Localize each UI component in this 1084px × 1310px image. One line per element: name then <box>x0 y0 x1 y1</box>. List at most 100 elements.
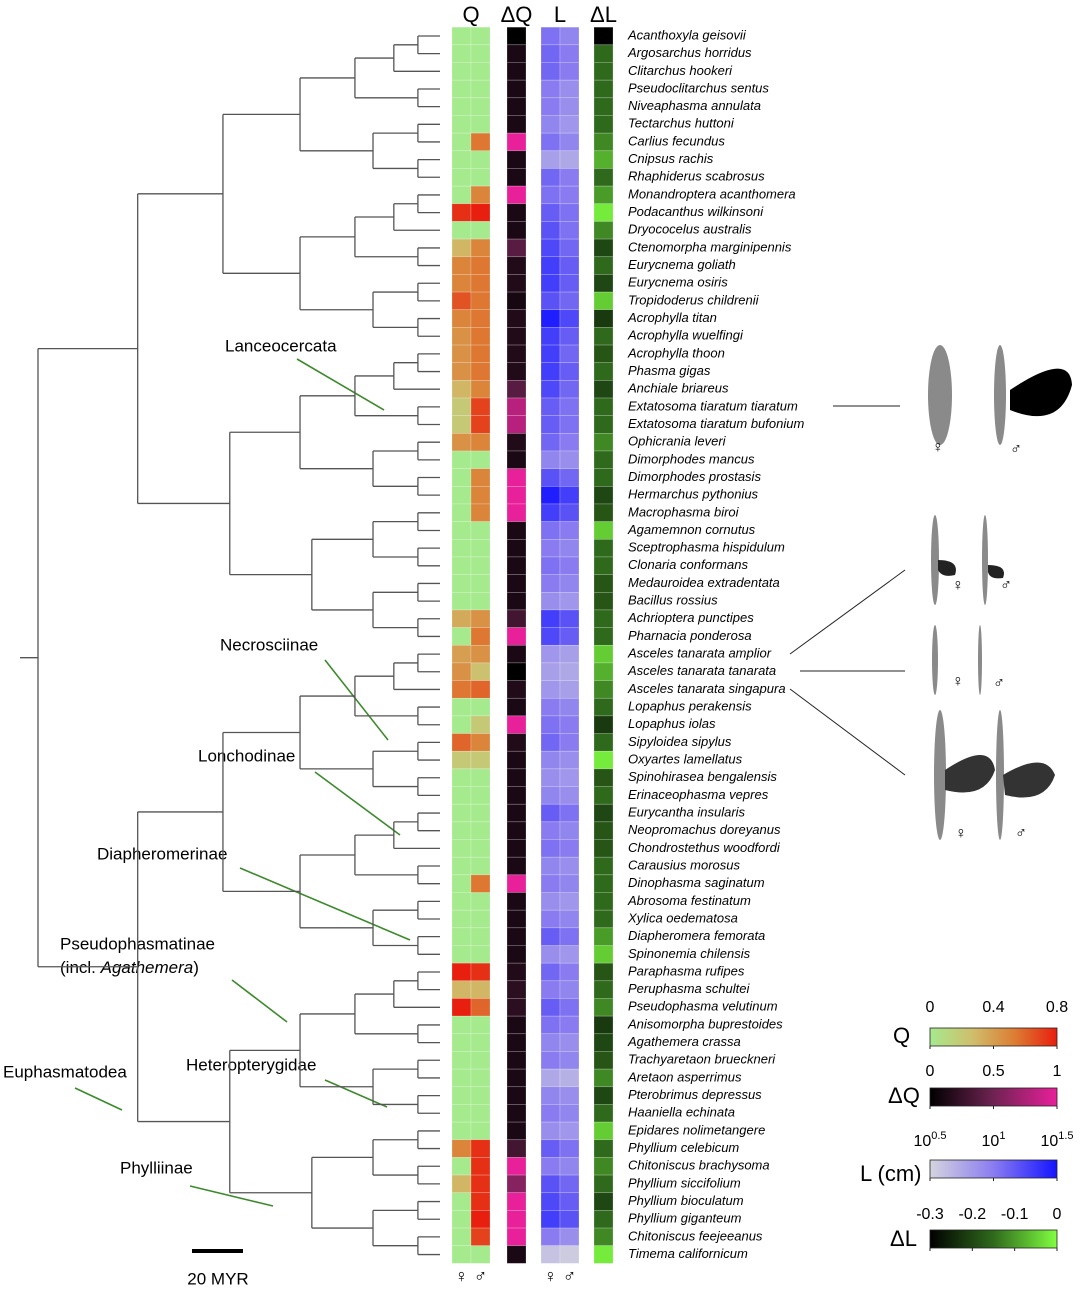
heat-cell <box>540 768 561 787</box>
heat-cell <box>451 26 472 46</box>
species-label: Dimorphodes prostasis <box>628 469 761 484</box>
color-bar <box>929 1229 1058 1249</box>
heat-cell <box>470 362 491 381</box>
heat-cell <box>559 980 580 999</box>
heat-cell <box>506 662 527 681</box>
heat-cell <box>593 1245 614 1264</box>
heat-cell <box>559 327 580 346</box>
heat-cell <box>470 221 491 240</box>
heat-cell <box>506 1121 527 1141</box>
clade-pointer <box>239 867 411 941</box>
insect <box>928 345 952 445</box>
heat-cell <box>593 591 614 611</box>
heat-cell <box>451 433 472 452</box>
heat-cell <box>559 168 580 187</box>
heat-cell <box>559 627 580 646</box>
species-label: Phyllium celebicum <box>628 1140 739 1155</box>
heat-cell <box>470 238 491 258</box>
clade-label: Necrosciinae <box>220 635 318 654</box>
heat-cell <box>559 1192 580 1211</box>
clade-label: Lanceocercata <box>225 336 337 355</box>
clade-note: (incl. Agathemera) <box>60 958 199 977</box>
heat-cell <box>506 26 527 46</box>
heat-cell <box>506 856 527 876</box>
insect <box>978 625 982 695</box>
heat-cell <box>593 874 614 893</box>
heat-cell <box>593 150 614 169</box>
heat-cell <box>506 556 527 575</box>
species-label: Eurycnema goliath <box>628 257 736 272</box>
heat-cell <box>559 927 580 946</box>
column-header: ΔL <box>590 2 617 27</box>
heat-cell <box>451 750 472 770</box>
heat-cell <box>540 1192 561 1211</box>
link <box>789 569 906 655</box>
heat-cell <box>506 1051 527 1070</box>
heat-cell <box>559 415 580 434</box>
heat-cell <box>540 26 561 46</box>
heat-cell <box>593 927 614 946</box>
heat-cell <box>593 1068 614 1088</box>
heat-cell <box>470 291 491 311</box>
heat-cell <box>559 450 580 469</box>
heat-cell <box>451 591 472 611</box>
heat-cell <box>559 221 580 240</box>
heat-cell <box>559 803 580 823</box>
heat-cell <box>559 79 580 99</box>
heat-cell <box>451 1015 472 1035</box>
wing <box>938 560 956 576</box>
heat-cell <box>559 892 580 911</box>
heat-cell <box>559 44 580 63</box>
heat-cell <box>451 468 472 487</box>
heat-cell <box>451 1157 472 1176</box>
heat-cell <box>470 132 491 152</box>
heat-cell <box>506 1068 527 1088</box>
species-label: Niveaphasma annulata <box>628 98 761 113</box>
heat-cell <box>540 909 561 929</box>
species-label: Asceles tanarata amplior <box>627 646 772 661</box>
heat-cell <box>506 79 527 99</box>
heat-cell <box>559 1015 580 1035</box>
species-label: Spinohirasea bengalensis <box>628 769 777 784</box>
species-label: Oxyartes lamellatus <box>628 751 743 766</box>
heat-cell <box>470 309 491 328</box>
heat-cell <box>559 97 580 116</box>
heat-cell <box>451 962 472 982</box>
species-label: Paraphasma rufipes <box>628 963 745 978</box>
heat-cell <box>451 1245 472 1264</box>
heat-cell <box>593 274 614 293</box>
heat-cell <box>506 962 527 982</box>
species-label: Carausius morosus <box>628 857 740 872</box>
heat-cell <box>506 344 527 364</box>
heat-cell <box>593 168 614 187</box>
heat-cell <box>451 1033 472 1052</box>
heat-cell <box>506 468 527 487</box>
heat-cell <box>540 1033 561 1052</box>
heat-cell <box>506 839 527 858</box>
species-label: Extatosoma tiaratum tiaratum <box>628 398 798 413</box>
heat-cell <box>593 1015 614 1035</box>
legend-tick-label: 0 <box>926 999 935 1016</box>
heat-cell <box>540 309 561 328</box>
species-label: Eurycnema osiris <box>628 275 728 290</box>
heat-cell <box>506 1033 527 1052</box>
heat-cell <box>506 945 527 964</box>
heat-cell <box>540 1227 561 1247</box>
sex-label: ♂ <box>474 1266 488 1286</box>
heat-cell <box>540 715 561 734</box>
heat-cell <box>540 1157 561 1176</box>
heat-cell <box>470 662 491 681</box>
heat-cell <box>451 733 472 752</box>
heat-cell <box>540 962 561 982</box>
heat-cell <box>470 1051 491 1070</box>
heat-cell <box>559 733 580 752</box>
heat-cell <box>470 1210 491 1229</box>
heat-cell <box>593 1139 614 1158</box>
heat-cell <box>559 397 580 416</box>
heat-cell <box>451 1210 472 1229</box>
heat-cell <box>559 150 580 169</box>
heat-cell <box>470 26 491 46</box>
heat-cell <box>593 203 614 222</box>
heat-cell <box>540 1015 561 1035</box>
